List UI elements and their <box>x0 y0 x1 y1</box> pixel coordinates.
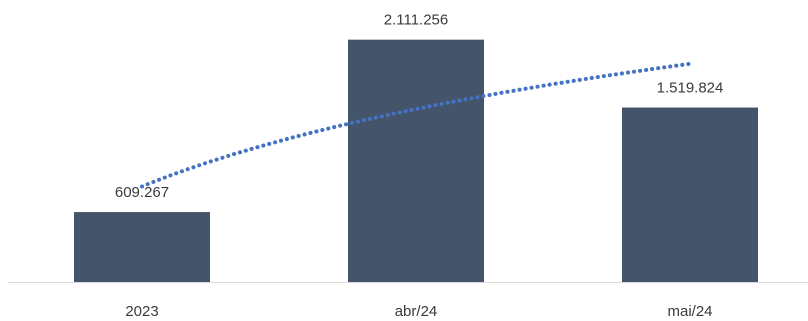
data-label: 609.267 <box>115 184 169 201</box>
data-labels-group: 609.267 2.111.256 1.519.824 <box>115 12 723 201</box>
bar-abr-24 <box>348 39 484 283</box>
x-tick-label: mai/24 <box>667 303 712 320</box>
trendline <box>140 61 692 189</box>
data-label: 2.111.256 <box>384 12 449 29</box>
data-label: 1.519.824 <box>657 80 724 97</box>
x-tick-labels-group: 2023 abr/24 mai/24 <box>125 303 712 320</box>
x-tick-label: 2023 <box>125 303 158 320</box>
bars-group <box>74 39 758 283</box>
x-tick-label: abr/24 <box>395 303 438 320</box>
bar-2023 <box>74 212 210 282</box>
bar-mai-24 <box>622 107 758 283</box>
